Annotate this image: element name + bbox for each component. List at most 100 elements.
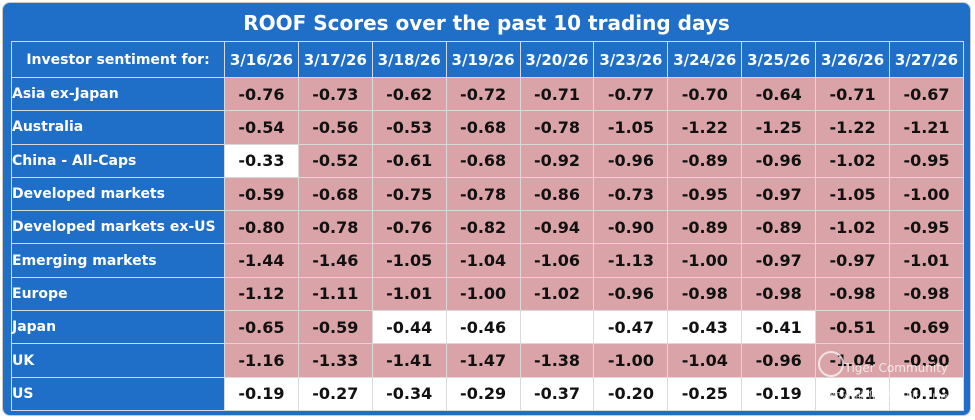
table-row: Europe -1.12 -1.11 -1.01 -1.00 -1.02 -0.96 -0.9… bbox=[11, 276, 964, 312]
score-cell bbox=[519, 310, 595, 345]
date-header: 3/27/26 bbox=[889, 41, 964, 78]
header-label: Investor sentiment for: bbox=[11, 41, 225, 78]
score-cell: -0.98 bbox=[667, 276, 743, 312]
table-row: US -0.19 -0.27 -0.34 -0.29 -0.37 -0.20 -0.25 -0.… bbox=[11, 376, 964, 412]
row-label: Europe bbox=[11, 276, 225, 312]
date-header: 3/16/26 bbox=[224, 41, 299, 78]
score-cell: -0.97 bbox=[741, 176, 817, 212]
date-header: 3/25/26 bbox=[741, 41, 817, 78]
score-cell: -0.43 bbox=[667, 310, 743, 345]
score-cell: -0.92 bbox=[519, 143, 595, 178]
score-cell: -0.96 bbox=[593, 143, 669, 178]
score-cell: -0.90 bbox=[593, 210, 669, 245]
table-row: Developed markets -0.59 -0.68 -0.75 -0.78 -0.… bbox=[11, 176, 964, 212]
score-cell: -0.95 bbox=[667, 176, 743, 212]
score-cell: -0.68 bbox=[297, 176, 373, 212]
score-cell: -0.25 bbox=[667, 376, 743, 412]
header-row: Investor sentiment for: 3/16/26 3/17/26 3/… bbox=[11, 41, 964, 78]
score-cell: -0.89 bbox=[667, 210, 743, 245]
score-cell: -0.61 bbox=[371, 143, 447, 178]
score-cell: -0.77 bbox=[593, 76, 669, 112]
row-label: Australia bbox=[11, 110, 225, 145]
table-row: Japan -0.65 -0.59 -0.44 -0.46 -0.47 -0.43 -0.41… bbox=[11, 310, 964, 345]
row-label: Developed markets bbox=[11, 176, 225, 212]
score-cell: -0.76 bbox=[224, 76, 299, 112]
score-cell: -1.41 bbox=[371, 343, 447, 378]
score-cell: -0.97 bbox=[815, 243, 891, 278]
score-cell: -0.34 bbox=[371, 376, 447, 412]
score-cell: -0.19 bbox=[889, 376, 964, 412]
score-cell: -1.12 bbox=[224, 276, 299, 312]
score-cell: -1.16 bbox=[224, 343, 299, 378]
score-cell: -1.22 bbox=[667, 110, 743, 145]
row-label: US bbox=[11, 376, 225, 412]
score-cell: -0.44 bbox=[371, 310, 447, 345]
score-cell: -0.27 bbox=[297, 376, 373, 412]
score-cell: -1.25 bbox=[741, 110, 817, 145]
score-cell: -0.96 bbox=[741, 143, 817, 178]
score-cell: -0.89 bbox=[741, 210, 817, 245]
score-cell: -1.05 bbox=[371, 243, 447, 278]
table-title: ROOF Scores over the past 10 trading day… bbox=[243, 11, 730, 35]
score-cell: -0.75 bbox=[371, 176, 447, 212]
score-cell: -1.02 bbox=[815, 143, 891, 178]
score-cell: -0.73 bbox=[593, 176, 669, 212]
score-cell: -0.86 bbox=[519, 176, 595, 212]
score-cell: -0.98 bbox=[889, 276, 964, 312]
score-cell: -1.05 bbox=[815, 176, 891, 212]
score-cell: -0.82 bbox=[445, 210, 521, 245]
score-cell: -0.54 bbox=[224, 110, 299, 145]
score-cell: -0.76 bbox=[371, 210, 447, 245]
score-cell: -0.51 bbox=[815, 310, 891, 345]
score-cell: -0.53 bbox=[371, 110, 447, 145]
score-cell: -1.01 bbox=[889, 243, 964, 278]
table-body: Asia ex-Japan -0.76 -0.73 -0.62 -0.72 -0.71 -0… bbox=[11, 76, 964, 412]
score-cell: -0.41 bbox=[741, 310, 817, 345]
score-cell: -0.98 bbox=[815, 276, 891, 312]
row-label: Asia ex-Japan bbox=[11, 76, 225, 112]
table-row: Developed markets ex-US -0.80 -0.78 -0.76 -0… bbox=[11, 210, 964, 245]
date-header: 3/18/26 bbox=[371, 41, 447, 78]
score-cell: -1.05 bbox=[593, 110, 669, 145]
score-cell: -1.38 bbox=[519, 343, 595, 378]
score-cell: -0.37 bbox=[519, 376, 595, 412]
score-cell: -1.00 bbox=[445, 276, 521, 312]
score-cell: -0.94 bbox=[519, 210, 595, 245]
score-cell: -1.22 bbox=[815, 110, 891, 145]
score-cell: -1.21 bbox=[889, 110, 964, 145]
score-cell: -1.02 bbox=[815, 210, 891, 245]
score-cell: -0.20 bbox=[593, 376, 669, 412]
table-row: Asia ex-Japan -0.76 -0.73 -0.62 -0.72 -0.71 -0… bbox=[11, 76, 964, 112]
score-cell: -0.95 bbox=[889, 143, 964, 178]
score-cell: -1.44 bbox=[224, 243, 299, 278]
row-label: China - All-Caps bbox=[11, 143, 225, 178]
date-header: 3/26/26 bbox=[815, 41, 891, 78]
roof-scores-panel: ROOF Scores over the past 10 trading day… bbox=[2, 2, 971, 416]
score-cell: -0.21 bbox=[815, 376, 891, 412]
score-cell: -0.78 bbox=[297, 210, 373, 245]
row-label: Emerging markets bbox=[11, 243, 225, 278]
score-cell: -1.00 bbox=[889, 176, 964, 212]
score-cell: -0.70 bbox=[667, 76, 743, 112]
score-cell: -1.33 bbox=[297, 343, 373, 378]
table-row: UK -1.16 -1.33 -1.41 -1.47 -1.38 -1.00 -1.04 -0.… bbox=[11, 343, 964, 378]
row-label: Developed markets ex-US bbox=[11, 210, 225, 245]
date-header: 3/20/26 bbox=[519, 41, 595, 78]
score-cell: -0.65 bbox=[224, 310, 299, 345]
score-cell: -0.19 bbox=[224, 376, 299, 412]
score-cell: -1.11 bbox=[297, 276, 373, 312]
roof-scores-table: Investor sentiment for: 3/16/26 3/17/26 3/… bbox=[11, 41, 964, 412]
date-header: 3/17/26 bbox=[297, 41, 373, 78]
watermark-source: @欧洲期货交易所Eurex bbox=[815, 390, 956, 405]
score-cell: -1.00 bbox=[667, 243, 743, 278]
date-header: 3/23/26 bbox=[593, 41, 669, 78]
row-label: Japan bbox=[11, 310, 225, 345]
score-cell: -0.52 bbox=[297, 143, 373, 178]
score-cell: -1.13 bbox=[593, 243, 669, 278]
score-cell: -1.04 bbox=[667, 343, 743, 378]
score-cell: -0.98 bbox=[741, 276, 817, 312]
score-cell: -0.80 bbox=[224, 210, 299, 245]
watermark-community: Tiger Community bbox=[844, 361, 949, 375]
table-row: China - All-Caps -0.33 -0.52 -0.61 -0.68 -0.9… bbox=[11, 143, 964, 178]
score-cell: -1.04 bbox=[445, 243, 521, 278]
